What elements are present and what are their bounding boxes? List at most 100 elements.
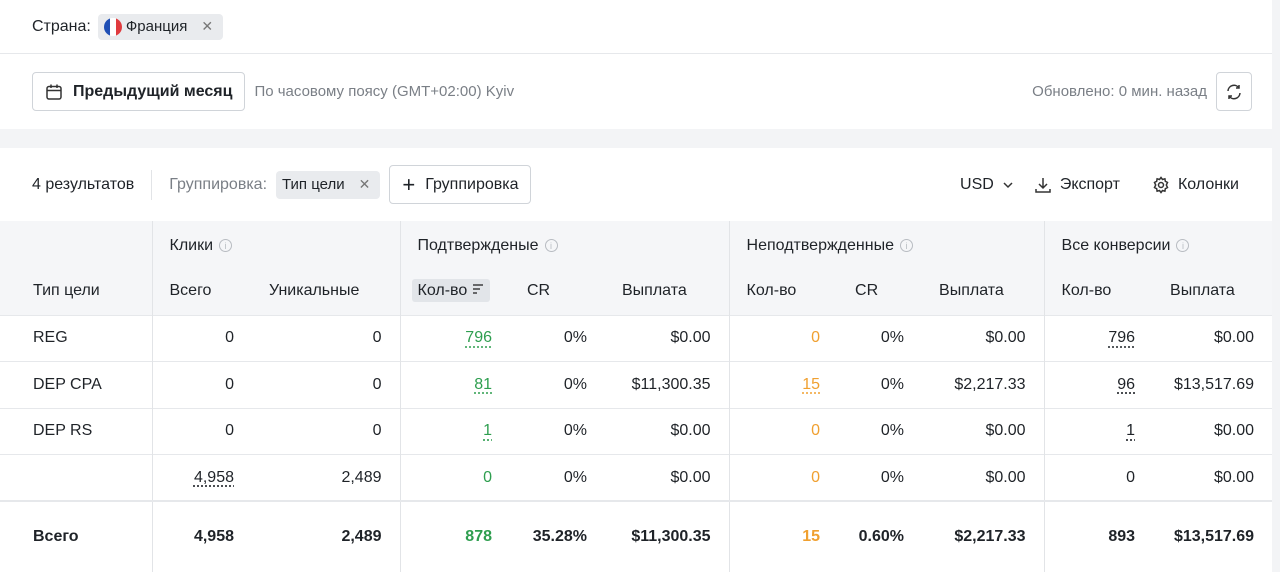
filter-chip[interactable]: Франция ✕ <box>97 13 224 40</box>
table-cell: 4,958 <box>151 500 252 572</box>
table-cell: $2,217.33 <box>922 361 1045 408</box>
table-cell: $11,300.35 <box>605 361 730 408</box>
cell-value[interactable]: 1 <box>1126 422 1136 440</box>
export-label: Экспорт <box>1059 175 1120 193</box>
cell-value: $2,217.33 <box>954 528 1026 545</box>
column-header: Кол-во <box>399 268 510 315</box>
group-header: Подтвержденые i <box>399 221 730 268</box>
cell-value[interactable]: 96 <box>1117 375 1136 393</box>
table-cell: 0% <box>838 361 923 408</box>
currency-select[interactable]: USD <box>960 176 1014 194</box>
table-row: DEP CPA 0 0 81 0% $11,300.35 15 0% $2,217.33 96 $1… <box>0 361 1273 408</box>
column-header: CR <box>510 268 605 315</box>
table-cell: $0.00 <box>922 454 1045 501</box>
table-cell: 0.60% <box>838 500 923 572</box>
column-title: Тип цели <box>33 282 100 300</box>
cell-value: Всего <box>33 528 79 545</box>
table-cell: 0 <box>728 454 839 501</box>
cell-value: $11,300.35 <box>631 375 711 393</box>
cell-value: $0.00 <box>985 329 1026 347</box>
toolbar: Предыдущий месяц По часовому поясу (GMT+… <box>0 54 1272 129</box>
column-header: Кол-во <box>728 268 839 315</box>
cell-value: 0% <box>880 329 905 347</box>
column-title: Уникальные <box>269 282 360 300</box>
chevron <box>1003 181 1013 188</box>
table-cell: $0.00 <box>922 407 1045 455</box>
table-cell: 2,489 <box>252 500 400 572</box>
column-title[interactable]: Кол-во <box>411 279 490 303</box>
group-title: Клики <box>169 236 214 254</box>
cell-value: DEP CPA <box>33 375 102 393</box>
table-cell: 0 <box>151 314 252 362</box>
cell-value: 4,958 <box>193 528 234 545</box>
cell-value[interactable]: 796 <box>465 329 492 347</box>
group-title: Неподтвержденные <box>746 236 894 254</box>
cell-value: 0% <box>880 422 905 440</box>
table-cell: 1 <box>1043 407 1154 455</box>
cell-value[interactable]: 15 <box>802 375 821 393</box>
updated: Обновлено: 0 мин. назад <box>1032 83 1207 100</box>
filter-label: Страна: <box>32 17 91 35</box>
cell-value: 0 <box>811 329 821 347</box>
flag <box>103 17 122 36</box>
column-header: Выплата <box>605 268 729 315</box>
table-cell: 15 <box>728 500 839 572</box>
group-title: Подтвержденые <box>417 236 539 254</box>
column-header: Всего <box>151 268 252 315</box>
table-cell: 878 <box>399 500 510 572</box>
period-label: Предыдущий месяц <box>73 82 233 100</box>
table-cell: 0% <box>838 454 923 501</box>
download-icon <box>1035 177 1051 193</box>
table-row: REG 0 0 796 0% $0.00 0 0% $0.00 796 $0.00 <box>0 314 1273 362</box>
period-button[interactable]: Предыдущий месяц <box>32 72 246 111</box>
columns-label: Колонки <box>1177 175 1239 193</box>
remove-icon[interactable]: ✕ <box>201 18 214 34</box>
cell-value: $0.00 <box>985 468 1026 486</box>
cell-value: $0.00 <box>670 422 711 440</box>
columns-button[interactable]: Колонки <box>1152 176 1239 194</box>
cell-value: 0 <box>1126 468 1136 486</box>
column-header: Кол-во <box>1043 268 1154 315</box>
cell-value[interactable]: 81 <box>474 375 492 393</box>
remove-icon[interactable]: ✕ <box>358 176 371 192</box>
cell-value: 0% <box>563 468 587 486</box>
cell-value: 0 <box>372 329 382 347</box>
results-count: 4 результатов <box>32 175 135 193</box>
column-title: Выплата <box>1170 282 1235 300</box>
cell-value: $0.00 <box>1214 422 1255 440</box>
cell-value: $0.00 <box>1214 468 1255 486</box>
cell-value: 0% <box>880 375 905 393</box>
table-cell: 0 <box>728 314 839 362</box>
column-header: Тип цели <box>0 268 152 315</box>
cell-value: 878 <box>465 528 492 545</box>
table-cell: $13,517.69 <box>1153 500 1273 572</box>
cell-value[interactable]: 1 <box>483 422 492 440</box>
grouping-chip[interactable]: Тип цели ✕ <box>276 170 381 199</box>
grouping-label: Группировка: <box>169 175 268 193</box>
table-cell: 0 <box>252 361 400 408</box>
timezone: По часовому поясу (GMT+02:00) Kyiv <box>254 83 515 100</box>
table-cell: $0.00 <box>1153 407 1273 455</box>
cell-value: $13,517.69 <box>1173 375 1255 393</box>
table-cell: 0 <box>252 314 400 362</box>
column-title: Выплата <box>939 282 1004 300</box>
column-title: CR <box>855 282 879 300</box>
cell-value: 2,489 <box>341 528 382 545</box>
table-cell: $0.00 <box>605 454 730 501</box>
cell-value[interactable]: 4,958 <box>193 468 234 486</box>
cell-value: $0.00 <box>1214 329 1255 347</box>
table-cell: 796 <box>1043 314 1154 362</box>
refresh-button[interactable] <box>1216 72 1252 111</box>
add-grouping-label: Группировка <box>425 175 519 193</box>
export-button[interactable]: Экспорт <box>1034 176 1120 194</box>
plus-icon: + <box>402 171 416 197</box>
cell-value: 15 <box>802 528 821 545</box>
table-cell: $11,300.35 <box>605 500 730 572</box>
cell-value: 0% <box>880 468 905 486</box>
group-header: Клики i <box>151 221 400 268</box>
cell-value[interactable]: 796 <box>1108 329 1136 347</box>
add-grouping-button[interactable]: + Группировка <box>389 165 532 204</box>
filter-value: Франция <box>125 18 188 35</box>
table-cell: 0 <box>399 454 510 501</box>
gear-icon <box>1153 175 1169 194</box>
